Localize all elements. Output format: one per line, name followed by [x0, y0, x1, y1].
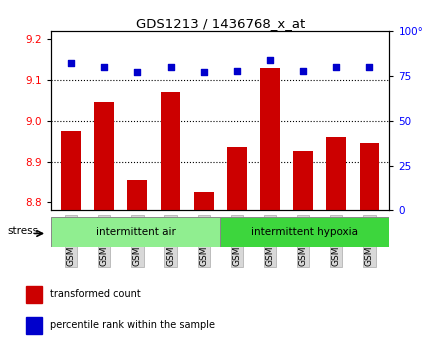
Point: [366, 64, 373, 70]
Text: stress: stress: [8, 226, 39, 236]
Bar: [61, 131, 81, 210]
Point: [101, 64, 108, 70]
Point: [167, 64, 174, 70]
Point: [134, 70, 141, 75]
Bar: [227, 147, 247, 210]
Text: percentile rank within the sample: percentile rank within the sample: [50, 321, 214, 331]
Bar: [26, 286, 42, 303]
Bar: [293, 151, 313, 210]
Text: intermittent air: intermittent air: [96, 227, 176, 237]
Bar: [127, 180, 147, 210]
Bar: [161, 92, 181, 210]
Title: GDS1213 / 1436768_x_at: GDS1213 / 1436768_x_at: [136, 17, 305, 30]
Point: [200, 70, 207, 75]
Point: [233, 68, 240, 73]
Bar: [94, 102, 114, 210]
Bar: [51, 217, 220, 247]
Point: [333, 64, 340, 70]
Bar: [260, 68, 280, 210]
Text: transformed count: transformed count: [50, 289, 141, 299]
Bar: [194, 192, 214, 210]
Bar: [26, 317, 42, 334]
Point: [267, 57, 274, 62]
Point: [68, 61, 75, 66]
Point: [299, 68, 307, 73]
Bar: [220, 217, 389, 247]
Bar: [360, 143, 380, 210]
Text: intermittent hypoxia: intermittent hypoxia: [251, 227, 358, 237]
Bar: [326, 137, 346, 210]
